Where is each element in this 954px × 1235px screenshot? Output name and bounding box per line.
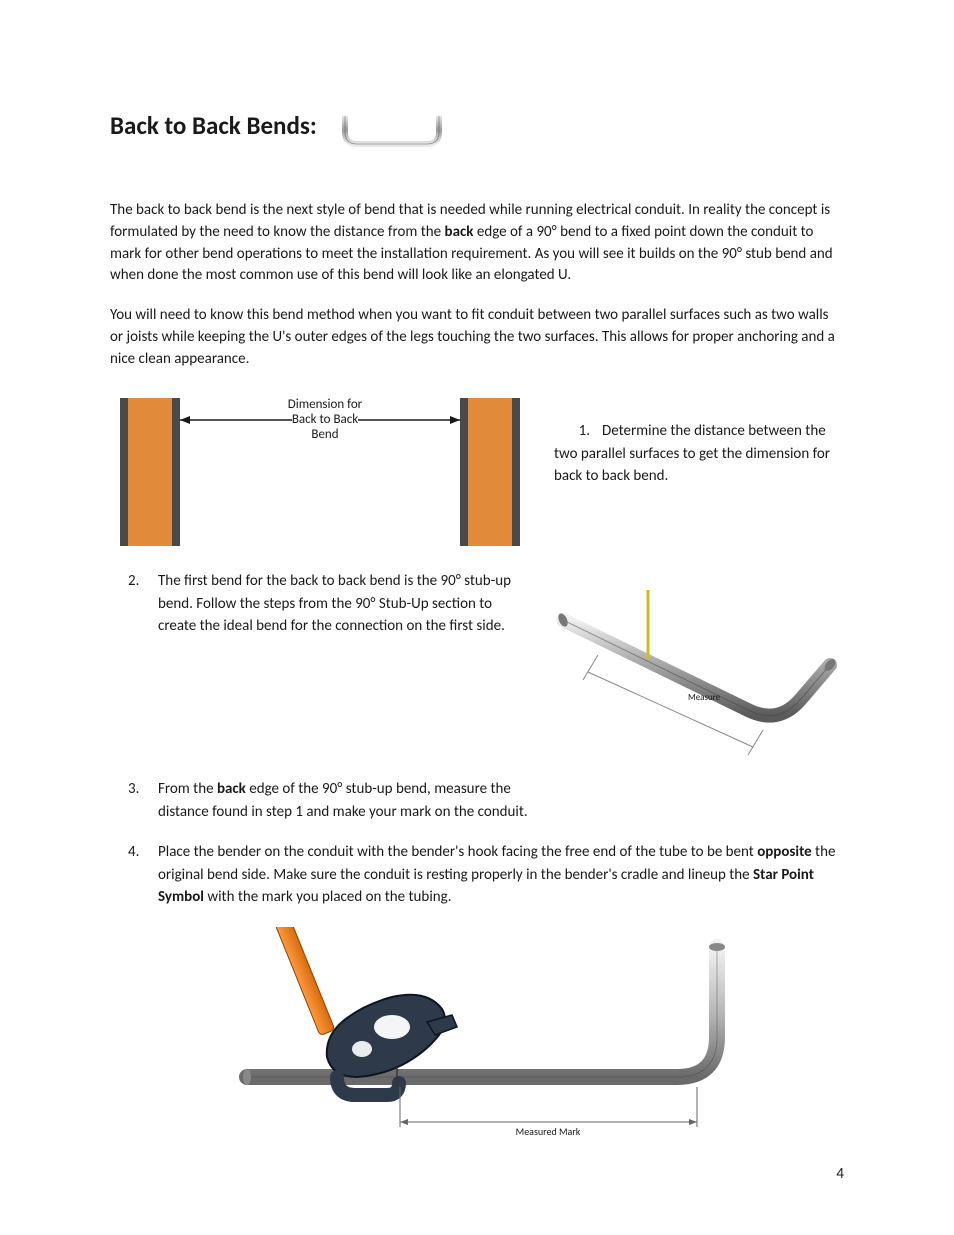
page-number: 4 xyxy=(836,1165,844,1183)
bender-handle-icon xyxy=(275,927,335,1036)
bold-opposite: opposite xyxy=(757,843,811,861)
measure-label: Measure xyxy=(688,692,721,703)
step-2: The first bend for the back to back bend… xyxy=(110,570,844,760)
step-3: From the back edge of the 90° stub-up be… xyxy=(110,778,844,823)
step1-text: 1.Determine the distance between the two… xyxy=(554,390,844,488)
step1-row: Dimension for Back to Back Bend 1.Determ… xyxy=(110,390,844,550)
bender-figure: Measured Mark xyxy=(110,927,844,1157)
text: with the mark you placed on the tubing. xyxy=(204,888,452,906)
measure-figure: Measure xyxy=(548,560,848,760)
step-4: Place the bender on the conduit with the… xyxy=(110,841,844,909)
step2-text: The first bend for the back to back bend… xyxy=(158,570,528,638)
walls-label-l1: Dimension for xyxy=(288,397,363,412)
title-row: Back to Back Bends: xyxy=(110,110,844,150)
bold-back: back xyxy=(217,780,246,798)
intro-paragraph-2: You will need to know this bend method w… xyxy=(110,305,844,370)
step1-number: 1. xyxy=(554,420,602,443)
u-bend-icon xyxy=(337,110,447,150)
text: From the xyxy=(158,780,217,798)
bold-back: back xyxy=(445,223,474,241)
walls-label-l2: Back to Back xyxy=(292,412,358,427)
walls-figure: Dimension for Back to Back Bend xyxy=(110,390,530,550)
steps-list: The first bend for the back to back bend… xyxy=(110,570,844,909)
page-title: Back to Back Bends: xyxy=(110,110,317,141)
intro-paragraph-1: The back to back bend is the next style … xyxy=(110,200,844,287)
measured-mark-label: Measured Mark xyxy=(516,1125,581,1138)
walls-label-l3: Bend xyxy=(311,427,338,442)
text: Place the bender on the conduit with the… xyxy=(158,843,757,861)
document-page: Back to Back Bends: The back to back ben… xyxy=(0,0,954,1235)
